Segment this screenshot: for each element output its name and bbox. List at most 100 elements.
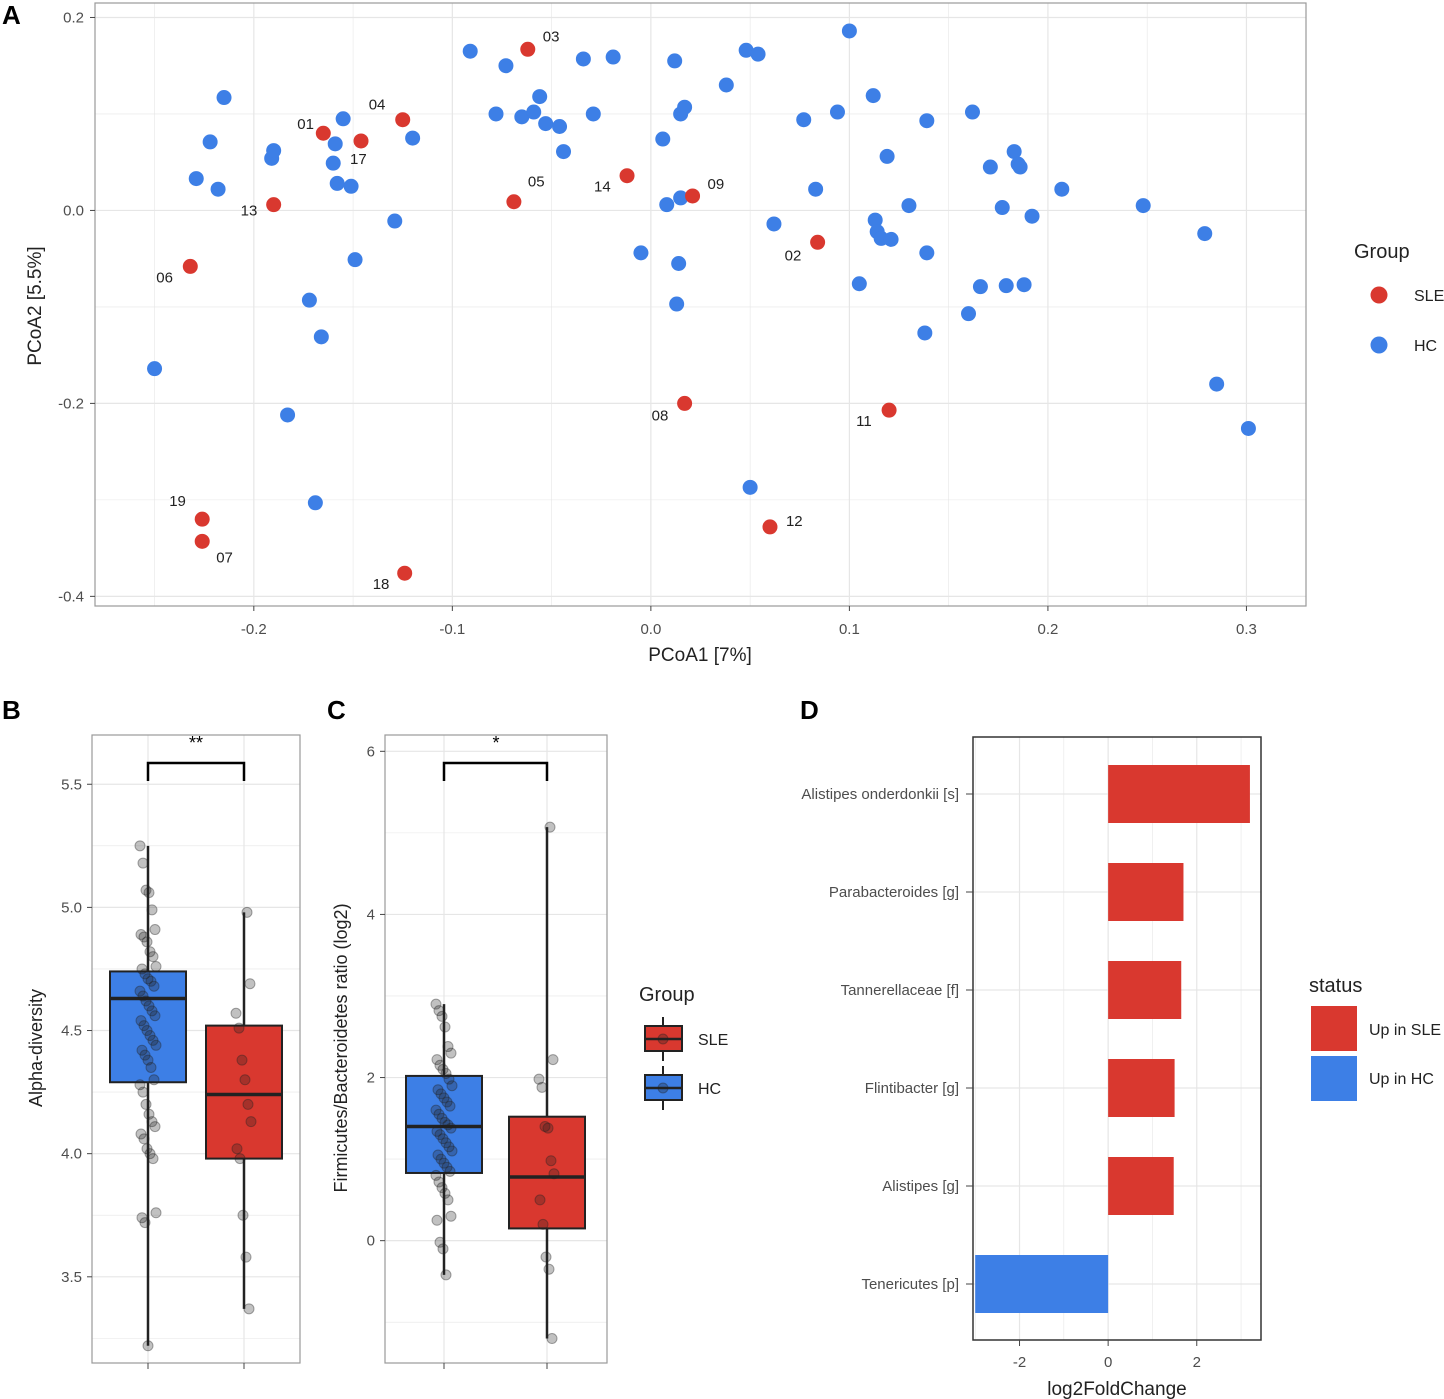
fb-ratio-panel: 0 2 4 6 * Firmicutes/Bacteroidetes ratio (l… [331, 733, 728, 1369]
c-point-sle [544, 821, 556, 833]
pcoa-point-hc [585, 106, 601, 122]
c-point-hc [430, 1104, 442, 1116]
foldchange-panel: Alistipes onderdonkii [s] Parabacteroides… [801, 736, 1441, 1399]
pcoa-point-hc [742, 479, 758, 495]
b-point-hc [136, 1212, 148, 1224]
pcoa-point-label: 09 [708, 176, 725, 193]
b-point-hc [134, 1079, 146, 1091]
pcoa-legend: Group SLE HC [1354, 241, 1444, 355]
pcoa-legend-label-hc: HC [1414, 338, 1437, 355]
fb-significance-stars: * [492, 733, 499, 753]
foldchange-bar [1108, 863, 1184, 921]
fb-legend-key-hc [644, 1066, 683, 1110]
pcoa-point-hc [1209, 376, 1225, 392]
pcoa-legend-label-sle: SLE [1414, 288, 1444, 305]
pcoa-x-tick-label: 0.1 [839, 621, 860, 638]
alpha-diversity-panel: 3.5 4.0 4.5 5.0 5.5 ** Alpha-diversity [26, 733, 301, 1369]
c-point-hc [446, 1080, 458, 1092]
pcoa-point-hc [307, 495, 323, 511]
c-point-hc [440, 1269, 452, 1281]
b-box-hc [109, 970, 187, 1084]
c-point-hc [442, 1119, 454, 1131]
foldchange-x-tick-label: -2 [1013, 1354, 1026, 1371]
c-point-hc [436, 1182, 448, 1194]
pcoa-point-label: 03 [543, 28, 560, 45]
fb-significance-bracket: * [442, 733, 549, 781]
pcoa-x-tick-label: -0.1 [439, 621, 465, 638]
b-point-hc [137, 990, 149, 1002]
c-point-hc [442, 1041, 454, 1053]
pcoa-x-tick-label: -0.2 [241, 621, 267, 638]
c-point-sle [543, 1263, 555, 1275]
pcoa-point-sle [194, 511, 210, 527]
c-point-hc [437, 1243, 449, 1255]
b-y-tick-label: 3.5 [61, 1269, 82, 1286]
pcoa-point-hc [210, 181, 226, 197]
c-point-hc [438, 1157, 450, 1169]
c-y-tick-label: 0 [367, 1233, 375, 1250]
c-point-hc [445, 1210, 457, 1222]
alpha-boxes [109, 845, 283, 1346]
pcoa-point-hc [919, 113, 935, 129]
pcoa-point-sle [677, 395, 693, 411]
c-point-hc [432, 1084, 444, 1096]
pcoa-point-hc [532, 89, 548, 105]
b-point-hc [146, 1116, 158, 1128]
foldchange-legend-title: status [1309, 975, 1362, 997]
b-point-hc [148, 980, 160, 992]
c-point-hc [436, 1010, 448, 1022]
c-point-hc [442, 1194, 454, 1206]
c-point-hc [430, 998, 442, 1010]
pcoa-point-sle [315, 125, 331, 141]
pcoa-y-tick-label: 0.2 [63, 9, 84, 26]
pcoa-point-label: 19 [169, 493, 186, 510]
pcoa-point-hc [917, 325, 933, 341]
pcoa-y-tick-label: -0.2 [58, 395, 84, 412]
b-point-hc [141, 1025, 153, 1037]
pcoa-point-hc [488, 106, 504, 122]
b-point-hc [147, 1034, 159, 1046]
c-point-hc [445, 1122, 457, 1134]
pcoa-point-hc [677, 99, 693, 115]
b-y-tick-label: 4.5 [61, 1023, 82, 1040]
foldchange-bar [1108, 1157, 1174, 1215]
pcoa-point-sle [881, 402, 897, 418]
pcoa-y-tick-label: -0.4 [58, 588, 84, 605]
foldchange-category-labels: Alistipes onderdonkii [s] Parabacteroides… [801, 786, 973, 1293]
pcoa-y-tick-label: 0.0 [63, 202, 84, 219]
pcoa-point-hc [327, 136, 343, 152]
foldchange-legend-label-hc: Up in HC [1369, 1071, 1434, 1088]
foldchange-x-axis-title: log2FoldChange [1047, 1379, 1186, 1399]
foldchange-category-label: Tannerellaceae [f] [841, 982, 959, 999]
b-point-sle [233, 1022, 245, 1034]
b-point-hc [139, 1049, 151, 1061]
pcoa-point-hc [347, 252, 363, 268]
pcoa-point-hc [605, 49, 621, 65]
c-point-hc [441, 1161, 453, 1173]
b-point-hc [147, 951, 159, 963]
c-point-hc [444, 1100, 456, 1112]
foldchange-bars [975, 765, 1250, 1313]
c-point-sle [540, 1251, 552, 1263]
pcoa-point-hc [901, 198, 917, 214]
b-point-hc [142, 973, 154, 985]
foldchange-legend-key-hc [1311, 1056, 1357, 1101]
alpha-significance-stars: ** [189, 733, 203, 753]
pcoa-point-hc [387, 213, 403, 229]
pcoa-point-sle [182, 258, 198, 274]
pcoa-point-hc [841, 23, 857, 39]
pcoa-point-sle [194, 533, 210, 549]
fb-legend-label-hc: HC [698, 1081, 721, 1098]
b-point-hc [138, 931, 150, 943]
c-point-sle [539, 1120, 551, 1132]
pcoa-point-hc [972, 279, 988, 295]
b-point-hc [137, 1086, 149, 1098]
pcoa-point-hc [1016, 277, 1032, 293]
alpha-bracket-line [146, 761, 246, 781]
c-point-hc [435, 1153, 447, 1165]
fb-x-ticks [443, 1363, 548, 1369]
pcoa-point-label: 04 [369, 97, 386, 114]
foldchange-x-tick-label: 0 [1104, 1354, 1112, 1371]
b-point-hc [138, 1133, 150, 1145]
